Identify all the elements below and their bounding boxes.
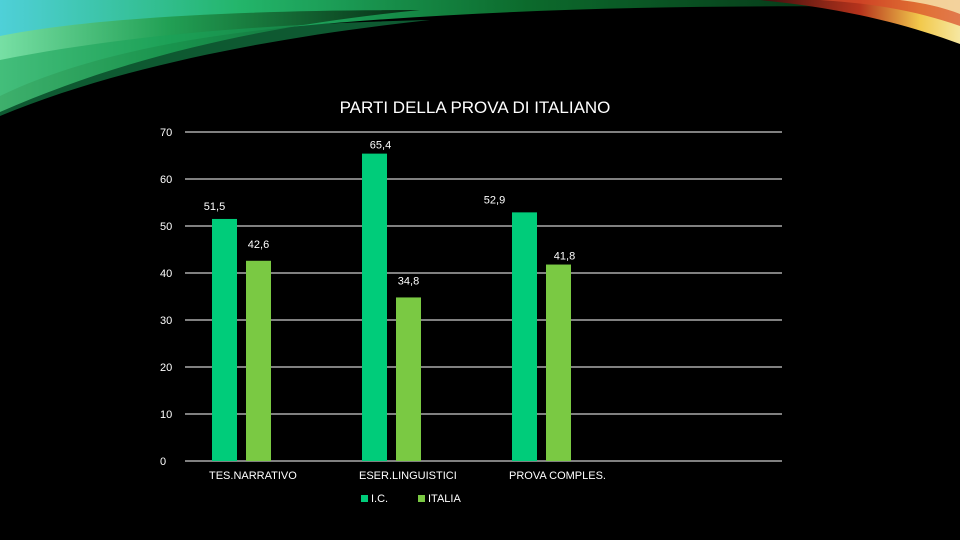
legend-swatch-italia [418,495,425,502]
data-label: 34,8 [398,275,419,287]
bar-ic [212,218,237,461]
bar-italia [246,260,271,461]
legend-label-italia: ITALIA [428,493,461,505]
y-tick-label: 60 [160,174,172,186]
decorative-swoosh [0,0,960,116]
y-axis: 0 10 20 30 40 50 60 70 [160,127,172,468]
data-label: 52,9 [484,194,505,206]
legend-label-ic: I.C. [371,493,388,505]
bar-ic [362,153,387,461]
data-label: 51,5 [204,201,225,213]
bar-ic [512,212,537,461]
data-label: 42,6 [248,239,269,251]
legend: I.C. ITALIA [361,493,461,505]
x-category-label: PROVA COMPLES. [509,470,606,482]
data-label: 41,8 [554,251,575,263]
legend-swatch-ic [361,495,368,502]
bar-italia [396,297,421,461]
gridlines [185,131,782,462]
x-category-label: TES.NARRATIVO [209,470,297,482]
y-tick-label: 40 [160,268,172,280]
y-tick-label: 0 [160,456,166,468]
y-tick-label: 50 [160,221,172,233]
data-labels: 51,5 42,6 65,4 34,8 52,9 41,8 [204,140,575,288]
bars [212,153,571,461]
x-axis: TES.NARRATIVO ESER.LINGUISTICI PROVA COMPL… [209,470,606,482]
x-category-label: ESER.LINGUISTICI [359,470,457,482]
y-tick-label: 10 [160,409,172,421]
bar-italia [546,264,571,461]
data-label: 65,4 [370,140,391,152]
y-tick-label: 30 [160,315,172,327]
y-tick-label: 70 [160,127,172,139]
chart-title: PARTI DELLA PROVA DI ITALIANO [340,98,611,117]
y-tick-label: 20 [160,362,172,374]
